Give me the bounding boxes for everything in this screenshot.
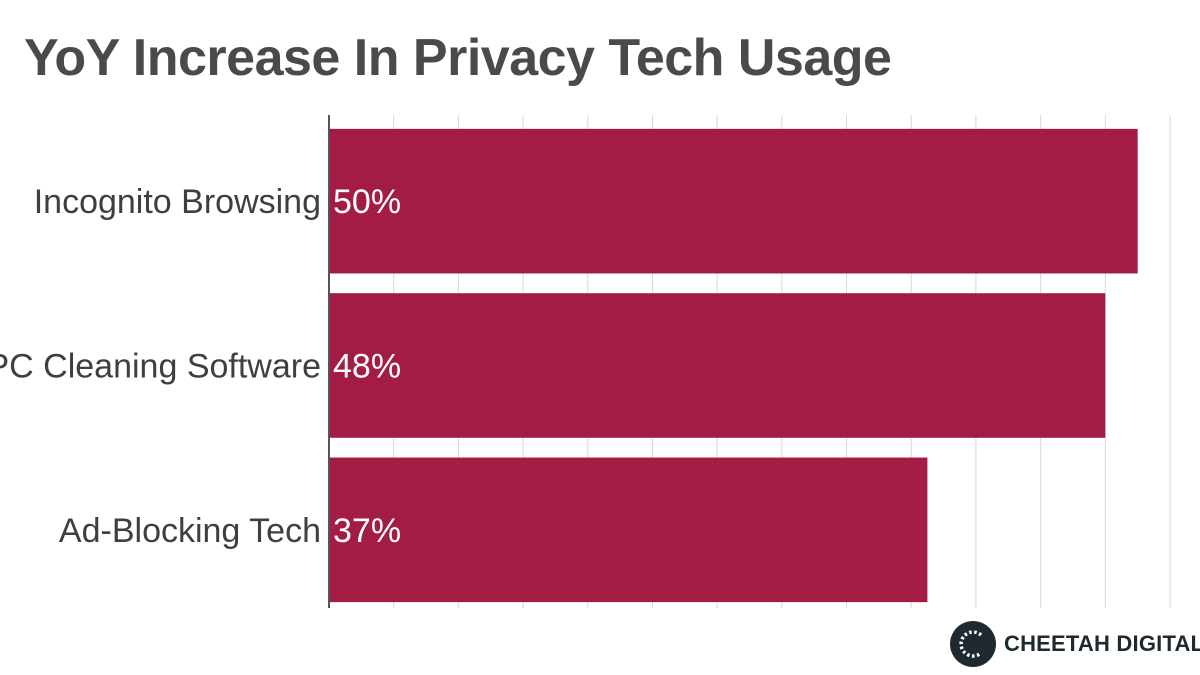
bars [329, 128, 1138, 603]
bar-incognito-browsing [329, 128, 1138, 274]
chart-title: YoY Increase In Privacy Tech Usage [24, 29, 892, 87]
brand-name: CHEETAH DIGITAL [1004, 631, 1200, 656]
cheetah-logo-icon [950, 621, 996, 667]
category-label: Ad-Blocking Tech [59, 512, 321, 550]
cheetah-digital-logo: CHEETAH DIGITAL [950, 620, 1200, 668]
value-label: 48% [333, 348, 401, 386]
bar-pc-cleaning-software [329, 293, 1106, 438]
labels: Incognito Browsing 50% PC Cleaning Softwar… [0, 183, 401, 550]
category-label: Incognito Browsing [34, 183, 321, 221]
category-label: PC Cleaning Software [0, 348, 321, 386]
bar-ad-blocking-tech [329, 457, 928, 603]
value-label: 50% [333, 183, 401, 221]
value-label: 37% [333, 512, 401, 550]
